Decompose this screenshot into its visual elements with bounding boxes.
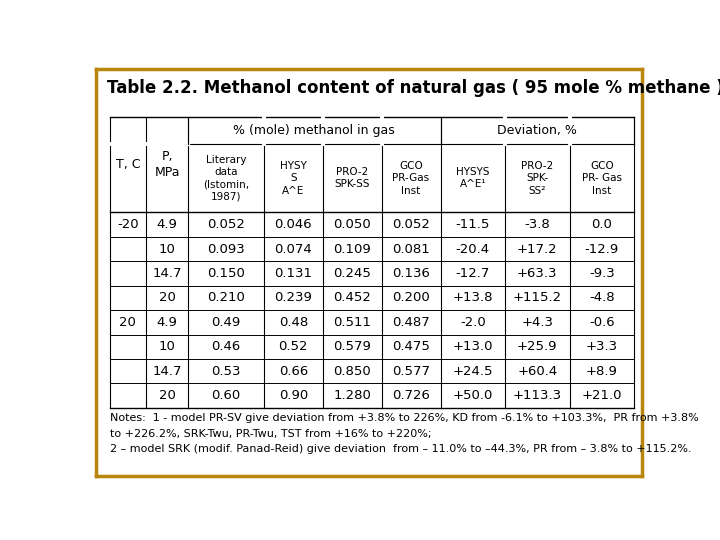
Text: 0.052: 0.052 [207, 218, 245, 231]
Text: 0.60: 0.60 [211, 389, 240, 402]
Text: 0.579: 0.579 [333, 340, 371, 353]
Text: -2.0: -2.0 [460, 316, 486, 329]
Text: 0.150: 0.150 [207, 267, 245, 280]
Text: Table 2.2. Methanol content of natural gas ( 95 mole % methane ).: Table 2.2. Methanol content of natural g… [107, 79, 720, 97]
Text: 4.9: 4.9 [156, 218, 177, 231]
Text: 0.577: 0.577 [392, 364, 430, 377]
Text: 4.9: 4.9 [156, 316, 177, 329]
Text: PRO-2
SPK-SS: PRO-2 SPK-SS [334, 167, 370, 190]
Text: +8.9: +8.9 [586, 364, 618, 377]
Text: +25.9: +25.9 [517, 340, 557, 353]
Text: +63.3: +63.3 [517, 267, 557, 280]
Text: +50.0: +50.0 [453, 389, 493, 402]
Text: 0.53: 0.53 [211, 364, 240, 377]
Text: 0.131: 0.131 [274, 267, 312, 280]
Text: -12.7: -12.7 [456, 267, 490, 280]
Text: 0.210: 0.210 [207, 292, 245, 305]
Text: 0.109: 0.109 [333, 242, 371, 255]
Text: +24.5: +24.5 [452, 364, 493, 377]
Text: 0.0: 0.0 [591, 218, 612, 231]
Text: % (mole) methanol in gas: % (mole) methanol in gas [233, 124, 395, 137]
Text: 0.245: 0.245 [333, 267, 371, 280]
Text: 0.081: 0.081 [392, 242, 430, 255]
Text: +17.2: +17.2 [517, 242, 557, 255]
Text: -4.8: -4.8 [589, 292, 615, 305]
Text: 0.49: 0.49 [211, 316, 240, 329]
Text: 0.475: 0.475 [392, 340, 430, 353]
Text: 0.074: 0.074 [274, 242, 312, 255]
Text: HYSYS
A^E¹: HYSYS A^E¹ [456, 167, 490, 190]
Text: 20: 20 [158, 389, 176, 402]
Text: GCO
PR-Gas
Inst: GCO PR-Gas Inst [392, 161, 430, 195]
Text: 0.850: 0.850 [333, 364, 371, 377]
Text: 1.280: 1.280 [333, 389, 371, 402]
Text: HYSY
S
A^E: HYSY S A^E [280, 161, 307, 195]
Text: GCO
PR- Gas
Inst: GCO PR- Gas Inst [582, 161, 622, 195]
Text: 10: 10 [158, 340, 176, 353]
Text: 0.487: 0.487 [392, 316, 430, 329]
Text: 14.7: 14.7 [153, 267, 181, 280]
Text: -12.9: -12.9 [585, 242, 619, 255]
Text: T, C: T, C [115, 158, 140, 171]
Text: 20: 20 [158, 292, 176, 305]
Text: +4.3: +4.3 [521, 316, 553, 329]
Text: 0.452: 0.452 [333, 292, 371, 305]
Text: Literary
data
(Istomin,
1987): Literary data (Istomin, 1987) [203, 154, 249, 202]
Text: P,
MPa: P, MPa [154, 150, 180, 179]
Text: 0.136: 0.136 [392, 267, 430, 280]
Text: 10: 10 [158, 242, 176, 255]
Text: Notes:  1 - model PR-SV give deviation from +3.8% to 226%, KD from -6.1% to +103: Notes: 1 - model PR-SV give deviation fr… [109, 413, 698, 423]
Text: 0.200: 0.200 [392, 292, 430, 305]
Text: 0.050: 0.050 [333, 218, 371, 231]
Text: 0.66: 0.66 [279, 364, 308, 377]
Text: +60.4: +60.4 [517, 364, 557, 377]
Text: +13.0: +13.0 [452, 340, 493, 353]
Text: 0.239: 0.239 [274, 292, 312, 305]
Text: -20.4: -20.4 [456, 242, 490, 255]
Text: -9.3: -9.3 [589, 267, 615, 280]
Text: -20: -20 [117, 218, 138, 231]
Text: 14.7: 14.7 [153, 364, 181, 377]
Text: -3.8: -3.8 [524, 218, 550, 231]
Text: PRO-2
SPK-
SS²: PRO-2 SPK- SS² [521, 161, 554, 195]
Text: to +226.2%, SRK-Twu, PR-Twu, TST from +16% to +220%;: to +226.2%, SRK-Twu, PR-Twu, TST from +1… [109, 429, 431, 438]
Text: +113.3: +113.3 [513, 389, 562, 402]
Text: 0.52: 0.52 [279, 340, 308, 353]
Text: +21.0: +21.0 [582, 389, 622, 402]
Text: 0.48: 0.48 [279, 316, 308, 329]
Text: 0.46: 0.46 [211, 340, 240, 353]
Text: +3.3: +3.3 [586, 340, 618, 353]
Text: Deviation, %: Deviation, % [498, 124, 577, 137]
Text: 0.726: 0.726 [392, 389, 430, 402]
Text: 2 – model SRK (modif. Panad-Reid) give deviation  from – 11.0% to –44.3%, PR fro: 2 – model SRK (modif. Panad-Reid) give d… [109, 444, 691, 455]
Text: -0.6: -0.6 [589, 316, 615, 329]
Text: 20: 20 [120, 316, 136, 329]
Text: 0.093: 0.093 [207, 242, 245, 255]
Text: 0.90: 0.90 [279, 389, 308, 402]
Text: 0.052: 0.052 [392, 218, 430, 231]
Text: 0.046: 0.046 [274, 218, 312, 231]
Text: 0.511: 0.511 [333, 316, 371, 329]
Text: +115.2: +115.2 [513, 292, 562, 305]
Text: +13.8: +13.8 [452, 292, 493, 305]
Text: -11.5: -11.5 [456, 218, 490, 231]
